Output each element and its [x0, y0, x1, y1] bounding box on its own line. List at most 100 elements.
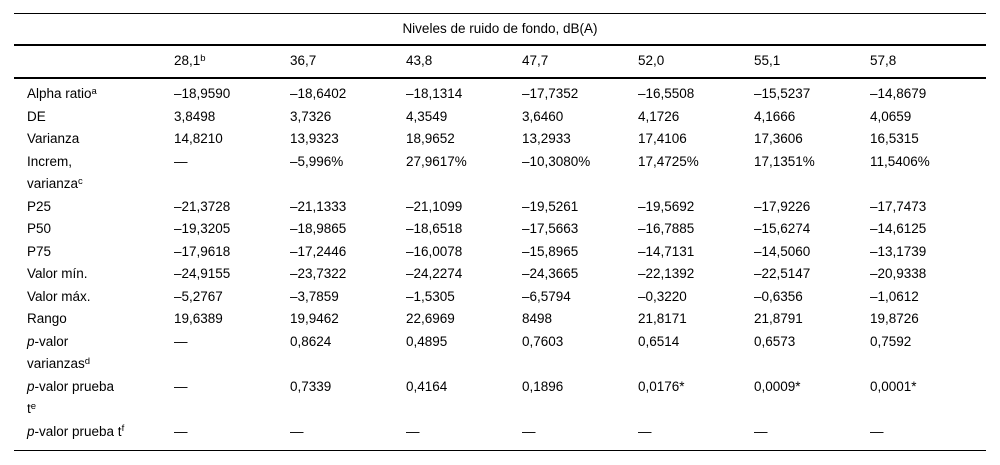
- data-cell: 0,0009*: [754, 378, 801, 394]
- row-label: P75: [14, 241, 174, 264]
- data-cell: 13,9323: [290, 131, 339, 146]
- row-label: p-valor prueba tf: [14, 420, 174, 451]
- data-cell: –18,6402: [290, 86, 347, 101]
- table-head: Niveles de ruido de fondo, dB(A) 28,1b 36…: [14, 13, 986, 79]
- table-row: Valor mín. –24,9155 –23,7322 –24,2274 –24,36…: [14, 263, 986, 286]
- table-row: P75 –17,9618 –17,2446 –16,0078 –15,8965 –14,7…: [14, 241, 986, 264]
- data-cell: –22,1392: [638, 266, 695, 281]
- data-cell: –24,3665: [522, 266, 579, 281]
- data-cell: —: [754, 420, 870, 451]
- table-row: Rango 19,6389 19,9462 22,6969 8498 21,8171 21,…: [14, 308, 986, 331]
- table-row: P25 –21,3728 –21,1333 –21,1099 –19,5261 –19,5…: [14, 196, 986, 219]
- row-label-text: Valor máx.: [27, 288, 91, 304]
- row-label-text: p: [27, 378, 35, 394]
- data-cell: –0,6356: [754, 288, 803, 304]
- table-row: Increm, varianzac — –5,996% 27,9617% –10,3080…: [14, 151, 986, 196]
- data-cell: –17,5663: [522, 221, 579, 236]
- data-cell: 0,6514: [638, 333, 680, 349]
- row-label-text: -valor prueba t: [27, 378, 115, 417]
- row-label: DE: [14, 106, 174, 129]
- column-header-row: 28,1b 36,7 43,8 47,7 52,0 55,1 57,8: [14, 45, 986, 79]
- row-label-text: Rango: [27, 311, 67, 326]
- noise-levels-table: Niveles de ruido de fondo, dB(A) 28,1b 36…: [14, 13, 986, 451]
- data-cell: 27,9617%: [406, 153, 467, 169]
- data-cell: 0,7339: [290, 378, 332, 394]
- data-cell: —: [290, 420, 406, 451]
- data-cell: 21,8171: [638, 311, 687, 326]
- data-cell: —: [174, 378, 188, 394]
- data-cell: –18,6518: [406, 221, 463, 236]
- table-title: Niveles de ruido de fondo, dB(A): [14, 13, 986, 46]
- data-cell: –15,8965: [522, 243, 579, 259]
- row-label: P25: [14, 196, 174, 219]
- data-cell: –14,8679: [870, 86, 927, 101]
- footnote-marker: c: [78, 175, 83, 187]
- data-cell: 0,0176*: [638, 378, 685, 394]
- table-row: Varianza 14,8210 13,9323 18,9652 13,2933 17,4…: [14, 128, 986, 151]
- data-cell: 19,6389: [174, 311, 223, 326]
- data-cell: –5,996%: [290, 153, 344, 169]
- row-label-text: Alpha ratio: [27, 86, 92, 101]
- footnote-marker: f: [121, 423, 125, 434]
- data-cell: –16,5508: [638, 86, 695, 101]
- data-cell: –17,7473: [870, 198, 927, 214]
- row-label-text: p: [27, 423, 35, 439]
- data-cell: –18,9865: [290, 221, 347, 236]
- data-cell: –24,2274: [406, 266, 463, 281]
- statistics-table-wrapper: Niveles de ruido de fondo, dB(A) 28,1b 36…: [14, 13, 986, 451]
- row-label-text: Increm, varianza: [27, 153, 79, 192]
- data-cell: 22,6969: [406, 311, 455, 326]
- column-header: 28,1b: [174, 45, 290, 79]
- data-cell: –13,1739: [870, 243, 927, 259]
- table-row: Valor máx. –5,2767 –3,7859 –1,5305 –6,5794 –0…: [14, 286, 986, 309]
- data-cell: —: [638, 420, 754, 451]
- footnote-marker: b: [200, 52, 206, 64]
- data-cell: —: [174, 333, 188, 349]
- data-cell: –10,3080%: [522, 153, 591, 169]
- data-cell: 11,5406%: [870, 153, 930, 169]
- data-cell: –22,5147: [754, 266, 811, 281]
- data-cell: 0,4895: [406, 333, 448, 349]
- data-cell: 0,7592: [870, 333, 912, 349]
- data-cell: –15,5237: [754, 86, 811, 101]
- row-label: Alpha ratioa: [14, 78, 174, 106]
- table-body: Alpha ratioa –18,9590 –18,6402 –18,1314 –17,…: [14, 78, 986, 451]
- data-cell: –18,9590: [174, 86, 231, 101]
- footnote-marker: e: [30, 400, 37, 412]
- table-row: p-valor prueba te —0,7339 0,4164 0,1896 0,017…: [14, 376, 986, 421]
- empty-corner-cell: [14, 45, 174, 79]
- data-cell: 4,0659: [870, 108, 912, 124]
- data-cell: –19,3205: [174, 221, 231, 236]
- row-label-text: DE: [27, 108, 46, 124]
- row-label: Valor máx.: [14, 286, 174, 309]
- data-cell: —: [870, 420, 986, 451]
- row-label-text: Valor mín.: [27, 266, 88, 281]
- data-cell: –24,9155: [174, 266, 231, 281]
- row-label-text: P75: [27, 243, 52, 259]
- data-cell: 18,9652: [406, 131, 455, 146]
- column-header: 52,0: [638, 45, 754, 79]
- data-cell: –14,5060: [754, 243, 811, 259]
- data-cell: –21,1099: [406, 198, 463, 214]
- data-cell: –1,0612: [870, 288, 919, 304]
- data-cell: 19,8726: [870, 311, 919, 326]
- data-cell: 8498: [522, 311, 553, 326]
- data-cell: 4,1666: [754, 108, 796, 124]
- table-row: DE 3,8498 3,7326 4,3549 3,6460 4,1726 4,1666 4,…: [14, 106, 986, 129]
- column-header: 43,8: [406, 45, 522, 79]
- data-cell: –1,5305: [406, 288, 455, 304]
- data-cell: –3,7859: [290, 288, 339, 304]
- data-cell: —: [406, 420, 522, 451]
- data-cell: –19,5261: [522, 198, 579, 214]
- row-label-text: -valor prueba t: [34, 423, 122, 439]
- data-cell: 21,8791: [754, 311, 803, 326]
- data-cell: –16,0078: [406, 243, 463, 259]
- data-cell: 0,6573: [754, 333, 796, 349]
- data-cell: –18,1314: [406, 86, 463, 101]
- data-cell: 3,6460: [522, 108, 564, 124]
- data-cell: 14,8210: [174, 131, 223, 146]
- table-row: p-valor prueba tf — — — — — — —: [14, 420, 986, 451]
- data-cell: –16,7885: [638, 221, 695, 236]
- data-cell: 0,4164: [406, 378, 448, 394]
